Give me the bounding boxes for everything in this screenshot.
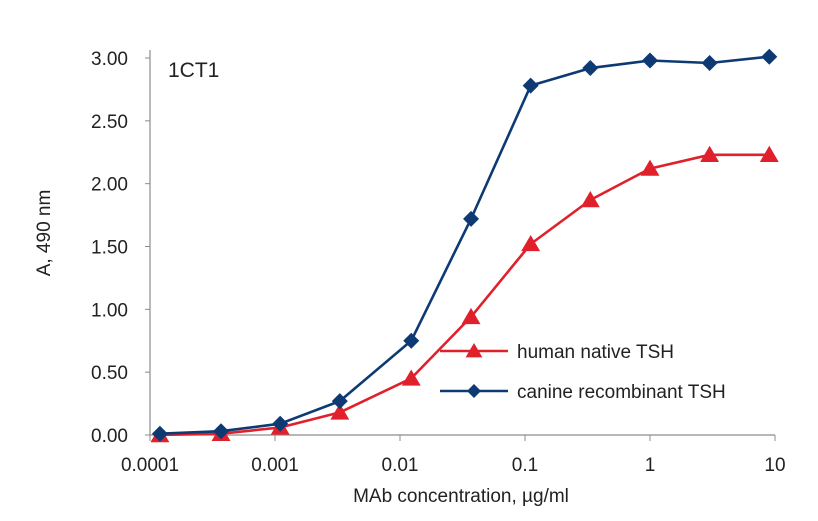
legend-label-canine-recombinant-tsh: canine recombinant TSH <box>517 382 726 403</box>
data-point-human-native-tsh <box>640 159 660 176</box>
data-point-canine-recombinant-tsh <box>272 415 289 432</box>
data-point-human-native-tsh <box>521 234 541 252</box>
y-axis-ticks: 0.00 0.50 1.00 1.50 2.00 2.50 3.00 <box>91 49 150 447</box>
y-tick-label: 2.50 <box>91 112 128 133</box>
x-tick-label: 0.01 <box>382 455 419 476</box>
data-point-canine-recombinant-tsh <box>701 55 718 72</box>
x-tick-label: 10 <box>764 455 785 476</box>
y-tick-label: 1.00 <box>91 300 128 321</box>
data-point-canine-recombinant-tsh <box>582 60 599 77</box>
y-tick-label: 3.00 <box>91 49 128 70</box>
series-human-native-tsh <box>150 145 779 443</box>
data-point-canine-recombinant-tsh <box>522 77 539 94</box>
data-point-human-native-tsh <box>580 191 600 208</box>
axes <box>149 50 775 436</box>
series-line-canine-recombinant-tsh <box>159 55 770 435</box>
x-axis-ticks: 0.0001 0.001 0.01 0.1 1 10 <box>121 435 786 476</box>
legend-label-human-native-tsh: human native TSH <box>517 342 674 363</box>
x-tick-label: 0.001 <box>251 455 299 476</box>
series-layer <box>150 48 779 443</box>
data-point-canine-recombinant-tsh <box>642 52 658 69</box>
y-axis-label: A, 490 nm <box>34 190 55 277</box>
data-point-human-native-tsh <box>330 403 350 420</box>
data-point-canine-recombinant-tsh <box>403 332 420 349</box>
data-point-human-native-tsh <box>700 145 720 162</box>
x-tick-label: 0.1 <box>512 455 538 476</box>
legend-item-canine-recombinant-tsh: canine recombinant TSH <box>440 382 726 403</box>
data-point-human-native-tsh <box>759 145 779 162</box>
x-tick-label: 1 <box>645 455 656 476</box>
y-tick-label: 2.00 <box>91 175 128 196</box>
chart-title: 1CT1 <box>168 59 219 82</box>
data-point-human-native-tsh <box>401 369 421 386</box>
y-tick-label: 1.50 <box>91 238 128 259</box>
data-point-canine-recombinant-tsh <box>761 48 778 65</box>
y-tick-label: 0.50 <box>91 363 128 384</box>
legend: human native TSH canine recombinant TSH <box>440 342 726 403</box>
data-point-canine-recombinant-tsh <box>151 425 168 442</box>
legend-marker-human-native-tsh <box>465 343 483 358</box>
x-tick-label: 0.0001 <box>121 455 179 476</box>
data-point-human-native-tsh <box>461 307 481 325</box>
legend-marker-canine-recombinant-tsh <box>467 384 481 398</box>
data-point-canine-recombinant-tsh <box>331 393 348 410</box>
x-axis-label: MAb concentration, µg/ml <box>353 486 569 507</box>
data-point-canine-recombinant-tsh <box>463 210 480 227</box>
legend-item-human-native-tsh: human native TSH <box>440 342 674 363</box>
series-canine-recombinant-tsh <box>151 48 778 442</box>
data-point-canine-recombinant-tsh <box>213 423 230 440</box>
y-tick-label: 0.00 <box>91 426 128 447</box>
